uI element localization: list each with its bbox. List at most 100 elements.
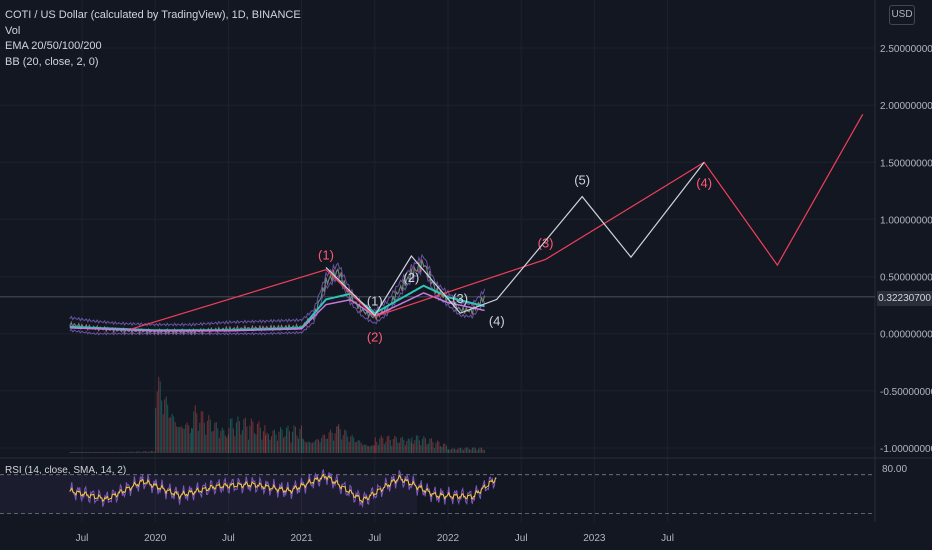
- volume-bar: [275, 434, 277, 453]
- volume-bar: [351, 434, 353, 453]
- volume-bar: [96, 452, 98, 453]
- volume-bar: [217, 428, 219, 453]
- volume-bar: [238, 421, 240, 453]
- volume-bar: [264, 425, 266, 453]
- volume-bar: [77, 452, 79, 453]
- currency-button[interactable]: USD: [889, 5, 915, 25]
- volume-bar: [313, 441, 315, 453]
- volume-bar: [159, 381, 161, 453]
- wave-red-line: [130, 113, 864, 330]
- volume-bar: [114, 452, 116, 453]
- volume-bar: [296, 435, 298, 453]
- rsi-indicator-label[interactable]: RSI (14, close, SMA, 14, 2): [5, 465, 127, 476]
- bollinger-upper-line: [69, 253, 486, 327]
- volume-bar: [269, 439, 271, 453]
- bollinger-indicator-label[interactable]: BB (20, close, 2, 0): [5, 55, 99, 68]
- volume-bar: [267, 434, 269, 453]
- volume-bar: [241, 430, 243, 453]
- volume-bar: [252, 421, 254, 453]
- volume-bar: [214, 422, 216, 453]
- volume-bar: [221, 427, 223, 453]
- volume-bar: [189, 433, 191, 453]
- volume-bar: [72, 452, 74, 453]
- rsi-band: [0, 474, 417, 514]
- symbol-title[interactable]: COTI / US Dollar (calculated by TradingV…: [5, 9, 301, 21]
- volume-bar: [285, 427, 287, 453]
- volume-bar: [119, 452, 121, 453]
- volume-bar: [212, 431, 214, 453]
- volume-bar: [479, 447, 481, 453]
- y-tick-label: 2.00000000: [880, 101, 932, 112]
- volume-bar: [447, 449, 449, 453]
- volume-bar: [111, 452, 113, 453]
- volume-bar: [276, 440, 278, 453]
- volume-bar: [120, 452, 122, 453]
- volume-bar: [74, 451, 76, 453]
- volume-bar: [104, 452, 106, 453]
- volume-bar: [202, 411, 204, 453]
- volume-bar: [334, 433, 336, 453]
- volume-bar: [134, 452, 136, 453]
- volume-bar: [398, 442, 400, 453]
- volume-bar: [102, 452, 104, 453]
- volume-bar: [84, 452, 86, 453]
- volume-bar: [95, 452, 97, 453]
- volume-bar: [327, 438, 329, 453]
- volume-indicator-label[interactable]: Vol: [5, 24, 21, 37]
- x-tick-label: Jul: [76, 533, 89, 544]
- volume-bar: [447, 449, 449, 453]
- volume-bar: [191, 428, 193, 453]
- ema-indicator-label[interactable]: EMA 20/50/100/200: [5, 40, 102, 52]
- volume-bar: [401, 436, 403, 453]
- volume-bar: [306, 442, 308, 453]
- volume-bar: [350, 436, 352, 453]
- volume-bar: [462, 450, 464, 453]
- volume-bar: [168, 417, 170, 453]
- volume-bar: [450, 448, 452, 453]
- volume-bar: [400, 437, 402, 453]
- volume-bar: [319, 442, 321, 453]
- volume-bar: [144, 451, 146, 453]
- chart-legend: COTI / US Dollar (calculated by TradingV…: [5, 8, 301, 70]
- volume-bar: [421, 438, 423, 453]
- volume-bar: [432, 442, 434, 453]
- volume-bar: [331, 432, 333, 453]
- y-tick-label: 0.50000000: [880, 273, 932, 284]
- volume-bar: [392, 439, 394, 453]
- volume-bar: [232, 428, 234, 453]
- volume-bar: [224, 435, 226, 453]
- volume-bar: [411, 437, 413, 453]
- volume-bar: [182, 428, 184, 453]
- volume-bar: [391, 445, 393, 453]
- volume-bar: [379, 438, 381, 453]
- volume-bar: [138, 451, 140, 453]
- volume-bar: [385, 441, 387, 453]
- volume-bar: [395, 437, 397, 453]
- volume-bar: [86, 452, 88, 453]
- volume-bar: [365, 444, 367, 453]
- volume-bar: [424, 438, 426, 453]
- volume-bar: [409, 439, 411, 453]
- volume-bar: [105, 452, 107, 453]
- y-tick-label: 0.00000000: [880, 330, 932, 341]
- volume-bar: [188, 425, 190, 453]
- volume-bar: [366, 445, 368, 453]
- volume-bar: [171, 413, 173, 453]
- volume-bar: [196, 413, 198, 453]
- volume-bar: [423, 436, 425, 453]
- wave-red-label: (2): [367, 330, 383, 345]
- volume-bar: [83, 452, 85, 453]
- volume-bar: [406, 441, 408, 453]
- volume-bar: [362, 445, 364, 453]
- volume-bar: [93, 452, 95, 453]
- volume-bar: [359, 440, 361, 453]
- y-tick-label: -1.00000000: [880, 444, 932, 455]
- volume-bar: [98, 452, 100, 453]
- bollinger-lower-line: [69, 266, 486, 336]
- volume-bar: [261, 439, 263, 453]
- ema-line: [69, 284, 485, 332]
- volume-bar: [240, 434, 242, 453]
- volume-bar: [429, 438, 431, 453]
- volume-bar: [441, 447, 443, 453]
